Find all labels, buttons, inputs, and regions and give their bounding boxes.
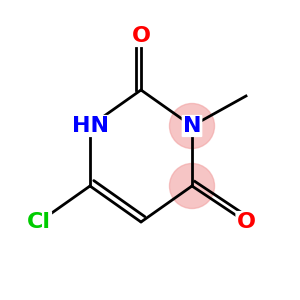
Text: Cl: Cl: [27, 212, 51, 232]
Circle shape: [169, 103, 214, 148]
Text: N: N: [183, 116, 201, 136]
Circle shape: [169, 164, 214, 208]
Text: O: O: [236, 212, 256, 232]
Text: HN: HN: [71, 116, 109, 136]
Text: O: O: [131, 26, 151, 46]
